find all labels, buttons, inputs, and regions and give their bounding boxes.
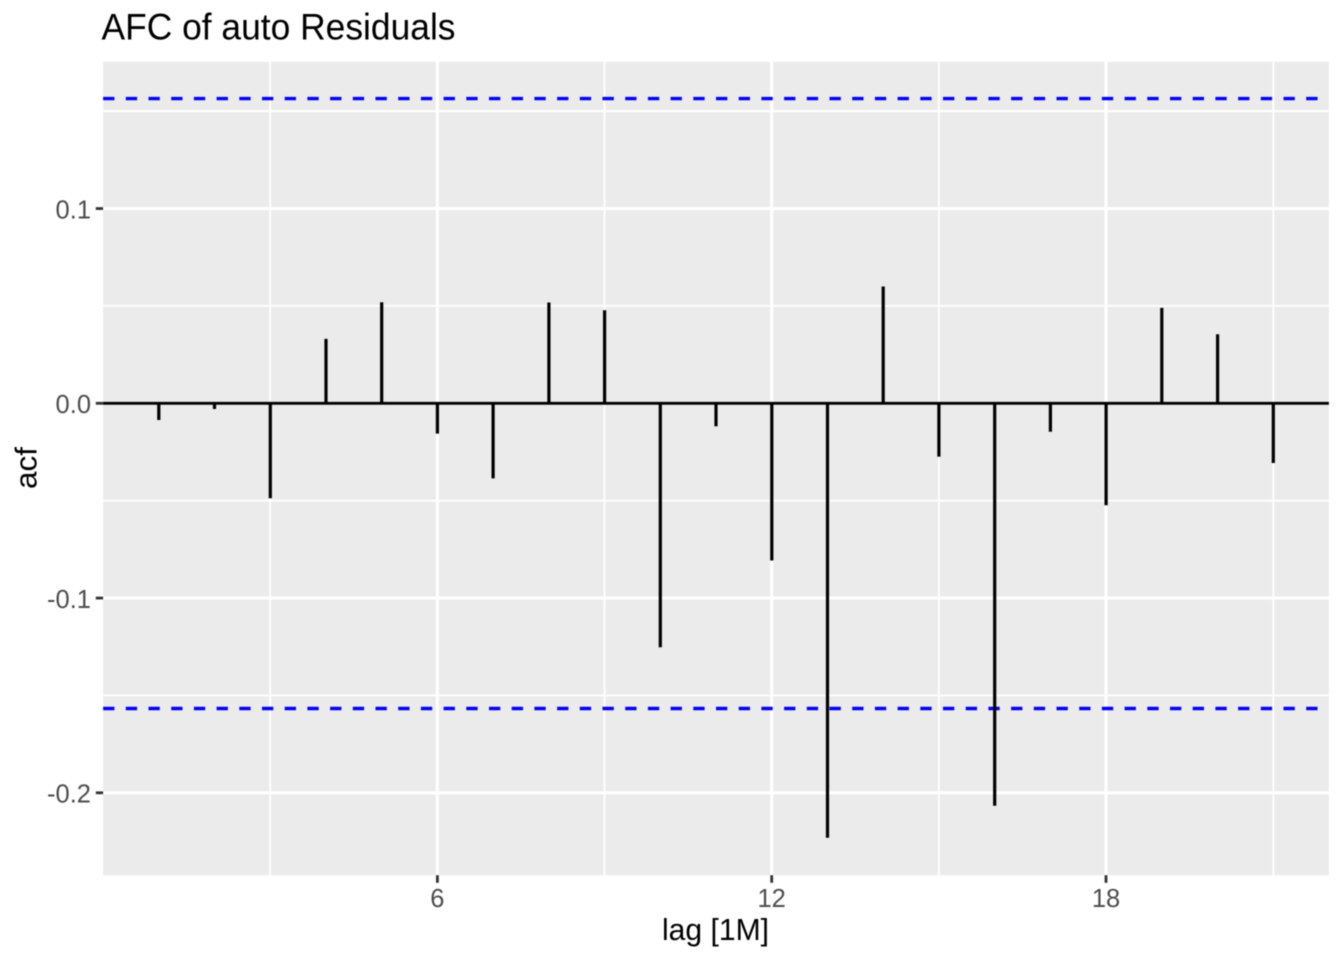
svg-text:lag [1M]: lag [1M] xyxy=(662,912,769,947)
svg-text:-0.2: -0.2 xyxy=(47,781,91,809)
svg-text:18: 18 xyxy=(1092,885,1120,913)
svg-text:0.1: 0.1 xyxy=(56,196,91,224)
svg-text:6: 6 xyxy=(430,885,444,913)
svg-text:0.0: 0.0 xyxy=(56,391,91,419)
svg-text:-0.1: -0.1 xyxy=(47,586,91,614)
svg-text:12: 12 xyxy=(758,885,786,913)
svg-text:acf: acf xyxy=(9,447,44,489)
svg-text:AFC of auto Residuals: AFC of auto Residuals xyxy=(102,6,456,48)
